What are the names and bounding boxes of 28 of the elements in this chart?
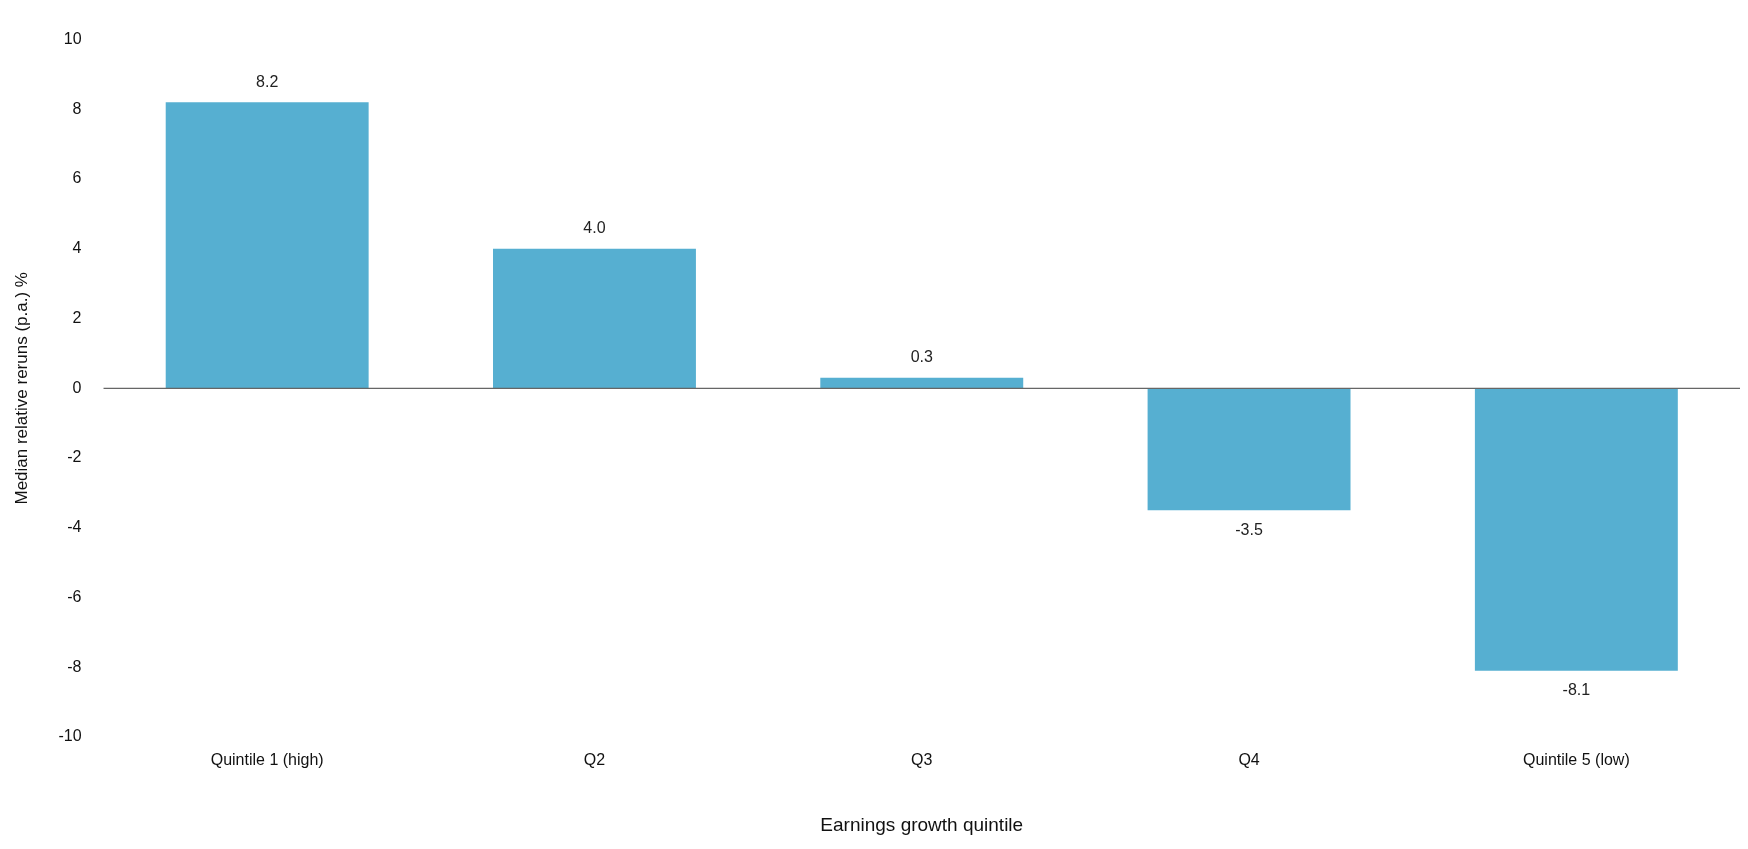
data-label: -8.1: [1562, 681, 1591, 699]
y-tick-label: -2: [67, 448, 82, 466]
y-tick-label: 10: [63, 30, 82, 48]
data-label: 0.3: [910, 348, 933, 366]
x-tick-label: Q2: [583, 751, 606, 769]
y-tick-label: -6: [67, 587, 82, 605]
y-tick-label: 8: [72, 99, 82, 117]
x-tick-label: Q3: [911, 751, 933, 769]
data-label: -3.5: [1235, 520, 1263, 538]
bar: [493, 248, 696, 389]
y-tick-label: 0: [72, 378, 82, 396]
y-tick-label: -4: [67, 518, 82, 536]
y-axis-title: Median relative reruns (p.a.) %: [11, 272, 31, 505]
x-axis-title: Earnings growth quintile: [820, 813, 1024, 835]
data-label: 8.2: [256, 72, 279, 90]
y-tick-label: 4: [72, 239, 82, 257]
bar: [165, 102, 369, 389]
y-tick-label: 6: [72, 169, 82, 187]
data-label: 4.0: [583, 219, 606, 237]
bar: [1147, 388, 1351, 511]
x-tick-label: Quintile 5 (low): [1523, 751, 1630, 769]
y-tick-label: 2: [72, 308, 82, 326]
x-tick-label: Quintile 1 (high): [210, 751, 324, 769]
x-tick-label: Q4: [1238, 751, 1260, 769]
y-tick-label: -10: [58, 727, 82, 745]
bar: [1474, 388, 1678, 671]
y-tick-label: -8: [67, 657, 82, 675]
bar: [820, 377, 1024, 389]
